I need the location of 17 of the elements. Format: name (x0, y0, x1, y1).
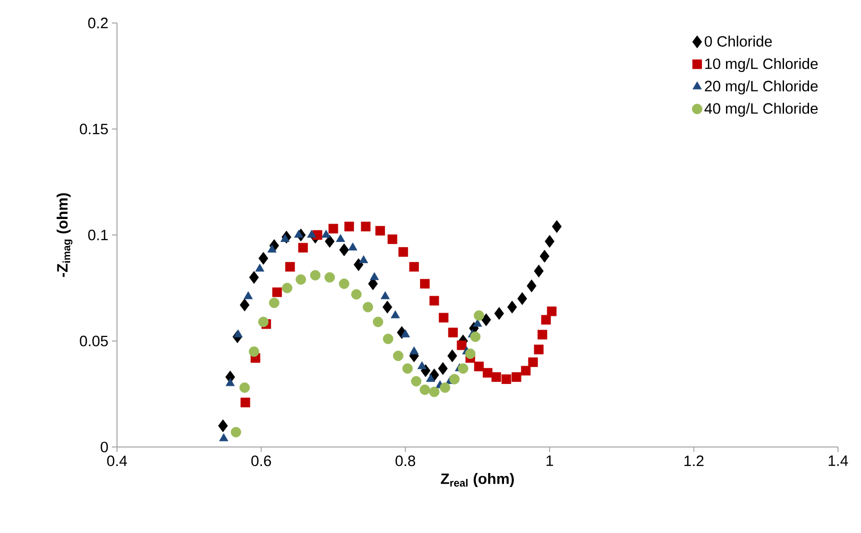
y-tick-label: 0.05 (80, 336, 108, 346)
y-axis-title: -Z$_{imag}$ (ohm) (56, 193, 72, 277)
legend-label: 0 Chloride (704, 36, 772, 47)
legend-label: 20 mg/L Chloride (704, 80, 818, 94)
y-tick-label: 0.15 (80, 124, 108, 134)
x-tick-label: 1.4 (828, 456, 848, 466)
y-tick-label: 0.2 (88, 18, 108, 28)
x-tick-label: 0.4 (107, 456, 127, 466)
x-tick-label: 0.6 (251, 456, 271, 466)
legend-label: 10 mg/L Chloride (705, 58, 818, 72)
x-tick-label: 1.2 (684, 456, 704, 466)
x-axis-title: Z$_{real}$ (ohm) (440, 473, 514, 487)
legend-label: 40 mg/L Chloride (704, 102, 818, 117)
x-tick-label: 1 (546, 456, 554, 466)
y-tick-label: 0 (100, 442, 108, 452)
x-tick-label: 0.8 (396, 456, 416, 466)
y-tick-label: 0.1 (88, 230, 108, 240)
